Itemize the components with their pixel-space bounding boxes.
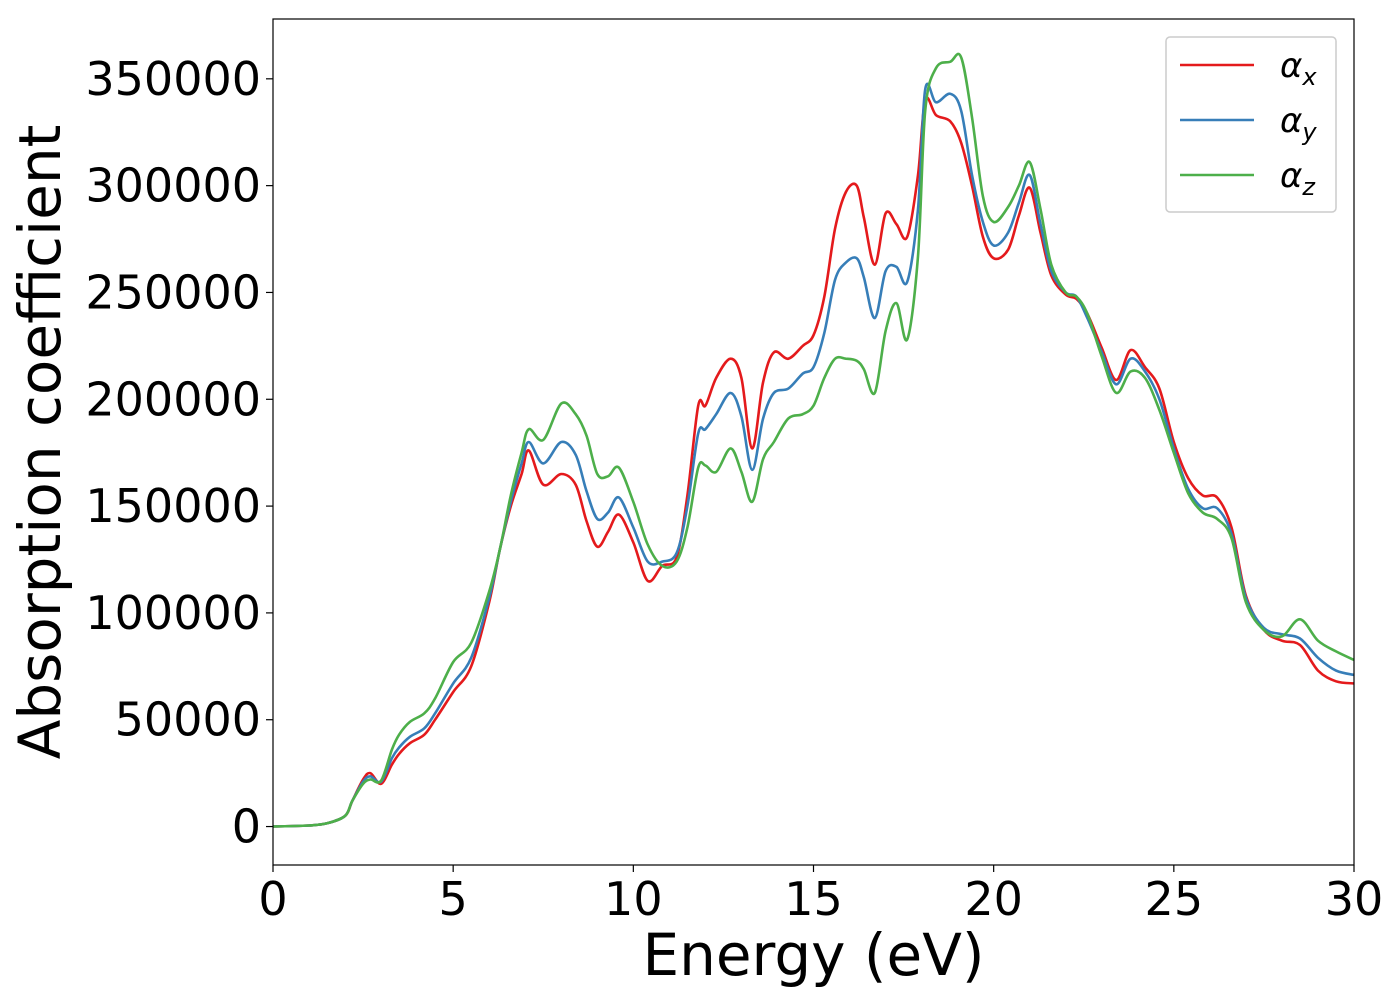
y-tick-label: 150000	[85, 479, 261, 533]
y-tick-label: 250000	[85, 265, 261, 319]
series-line-x	[272, 96, 1355, 828]
x-tick-label: 5	[439, 872, 468, 926]
legend-box	[1165, 36, 1337, 213]
x-axis: 0 5 10 15 20 25 30	[258, 865, 1383, 926]
series-layer	[272, 52, 1355, 828]
legend: αx αy αz	[1165, 36, 1337, 213]
x-tick-label: 30	[1325, 872, 1384, 926]
series-line-y	[272, 82, 1355, 828]
y-tick-label: 350000	[85, 52, 261, 106]
y-tick-label: 100000	[85, 586, 261, 640]
y-tick-label: 300000	[85, 159, 261, 213]
y-axis-title: Absorption coefficient	[6, 125, 74, 760]
y-tick-label: 200000	[85, 372, 261, 426]
legend-label-y: αy	[1280, 101, 1317, 146]
legend-label-x: αx	[1280, 46, 1317, 91]
y-axis: 0 50000 100000 150000 200000 250000 300000 3500…	[85, 52, 273, 854]
x-tick-label: 10	[604, 872, 663, 926]
x-tick-label: 25	[1145, 872, 1204, 926]
x-tick-label: 20	[964, 872, 1023, 926]
x-tick-label: 15	[784, 872, 843, 926]
x-axis-title: Energy (eV)	[642, 921, 984, 989]
y-tick-label: 0	[232, 800, 261, 854]
x-tick-label: 0	[258, 872, 287, 926]
legend-label-z: αz	[1280, 156, 1316, 201]
y-tick-label: 50000	[115, 693, 261, 747]
series-line-z	[272, 52, 1355, 828]
